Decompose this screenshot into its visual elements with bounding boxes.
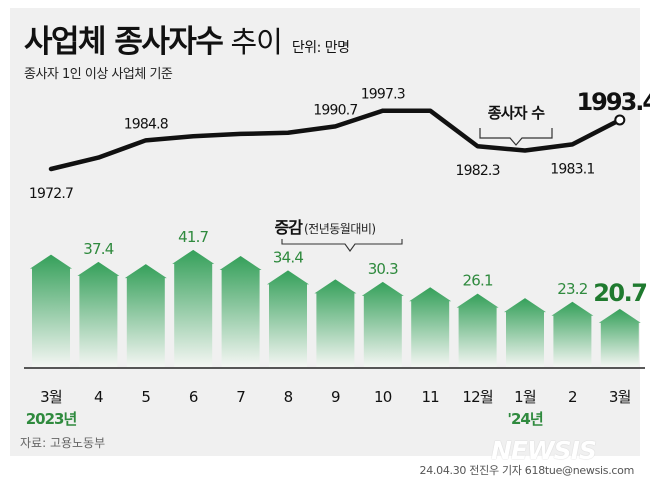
line-label-7: 1997.3 <box>361 87 405 103</box>
newsis-logo: NEWSIS <box>491 436 597 465</box>
series-callout <box>479 128 553 146</box>
bar-arrow-1 <box>77 261 120 367</box>
line-label-12: 1993.4 <box>576 88 650 116</box>
x-axis: 3월 4 5 6 7 8 9 10 11 12월 1월 2 3월 2023년 '24년 <box>24 367 645 428</box>
bar-arrow-11 <box>551 301 594 367</box>
bar-arrow-6 <box>314 279 357 367</box>
bar-arrow-8 <box>409 287 452 367</box>
unit-label: 단위: 만명 <box>291 40 350 56</box>
bar-label-3: 41.7 <box>178 228 208 246</box>
bar-arrow-5 <box>267 270 309 367</box>
x-tick-label-2: 5 <box>141 388 150 406</box>
source-note: 자료: 고용노동부 <box>20 436 106 450</box>
bar-arrow-0 <box>30 254 72 367</box>
line-series <box>48 108 626 172</box>
bar-arrow-9 <box>456 293 499 367</box>
bar-arrow-2 <box>124 264 167 367</box>
x-tick-label-3: 6 <box>189 388 198 406</box>
line-label-11: 1983.1 <box>550 161 594 177</box>
chart-panel <box>10 8 640 456</box>
x-tick-label-7: 10 <box>374 388 392 406</box>
line-label-2: 1984.8 <box>124 116 168 132</box>
x-tick-label-4: 7 <box>236 388 245 406</box>
line-label-0: 1972.7 <box>29 186 73 202</box>
bar-label-7: 30.3 <box>368 260 398 278</box>
bar-chart-subtitle: (전년동월대비) <box>304 222 376 236</box>
title-light: 추이 <box>230 25 282 59</box>
bar-arrow-4 <box>219 256 262 367</box>
bar-label-1: 37.4 <box>83 240 113 258</box>
subtitle: 종사자 1인 이상 사업체 기준 <box>24 67 173 82</box>
series-name: 종사자 수 <box>488 104 545 122</box>
bar-label-5: 34.4 <box>273 248 303 266</box>
bar-title-callout <box>281 239 403 252</box>
page-title: 사업체 종사자수 추이 단위: 만명 <box>24 16 350 61</box>
x-tick-label-9: 12월 <box>462 388 493 406</box>
bar-arrow-3 <box>172 249 215 367</box>
x-tick-label-0: 3월 <box>40 388 62 406</box>
bar-arrow-7 <box>361 281 404 367</box>
x-tick-label-11: 2 <box>568 388 577 406</box>
bar-arrow-12 <box>598 308 641 367</box>
year-label-0: 2023년 <box>26 410 77 428</box>
bar-label-12: 20.7 <box>593 279 646 307</box>
bar-label-11: 23.2 <box>557 280 587 298</box>
year-label-10: '24년 <box>507 410 542 428</box>
title-bold: 사업체 종사자수 <box>24 24 224 60</box>
bar-arrow-10 <box>504 298 546 367</box>
x-tick-label-12: 3월 <box>609 388 631 406</box>
bar-chart-title: 증감 <box>275 218 304 237</box>
x-tick-label-1: 4 <box>94 388 103 406</box>
credit-line: 24.04.30 전진우 기자 618tue@newsis.com <box>419 464 635 477</box>
bar-label-9: 26.1 <box>462 272 492 290</box>
line-end-marker <box>614 114 626 126</box>
line-label-9: 1982.3 <box>456 163 500 179</box>
x-tick-label-8: 11 <box>421 388 439 406</box>
x-tick-label-6: 9 <box>331 388 340 406</box>
x-tick-label-10: 1월 <box>514 388 536 406</box>
line-series-path <box>48 108 623 172</box>
line-label-6: 1990.7 <box>313 102 357 118</box>
x-tick-label-5: 8 <box>284 388 293 406</box>
bar-series <box>30 249 641 367</box>
